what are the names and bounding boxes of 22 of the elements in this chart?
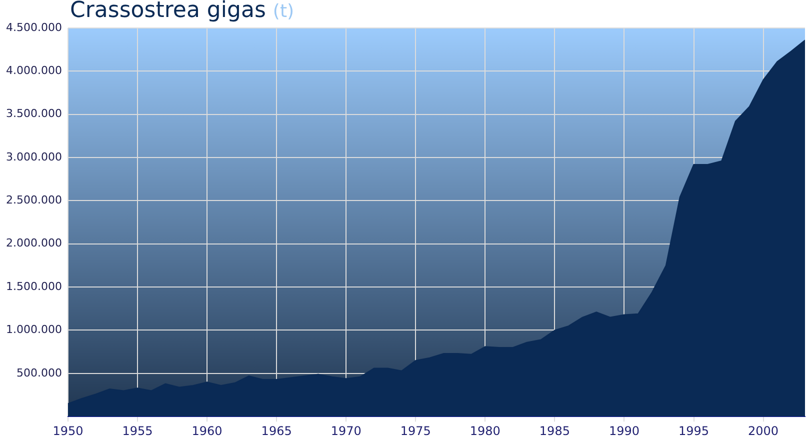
x-tick-label: 1995 (678, 424, 710, 438)
x-tick-label: 1955 (122, 424, 153, 438)
y-tick-label: 2.000.000 (6, 236, 62, 250)
x-tick-label: 2000 (748, 424, 779, 438)
x-tick-label: 1965 (261, 424, 292, 438)
x-tick-label: 1990 (608, 424, 640, 438)
y-tick-label: 3.500.000 (6, 107, 62, 120)
chart-title: Crassostrea gigas (70, 0, 266, 23)
y-tick-label: 500.000 (16, 366, 62, 380)
y-tick-label: 1.000.000 (6, 323, 62, 336)
y-axis-title: (t) (272, 1, 294, 22)
x-tick-label: 1975 (400, 424, 431, 438)
y-tick-label: 4.500.000 (6, 20, 62, 34)
y-tick-label: 1.500.000 (6, 280, 62, 293)
x-tick-label: 1980 (470, 424, 500, 438)
x-tick-label: 1950 (52, 424, 84, 438)
y-tick-label: 4.000.000 (6, 64, 62, 78)
x-tick-label: 1985 (539, 424, 570, 438)
y-tick-label: 2.500.000 (6, 194, 62, 207)
y-tick-label: 3.000.000 (6, 150, 62, 164)
x-tick-label: 1970 (330, 424, 362, 438)
x-tick-label: 1960 (192, 424, 222, 438)
